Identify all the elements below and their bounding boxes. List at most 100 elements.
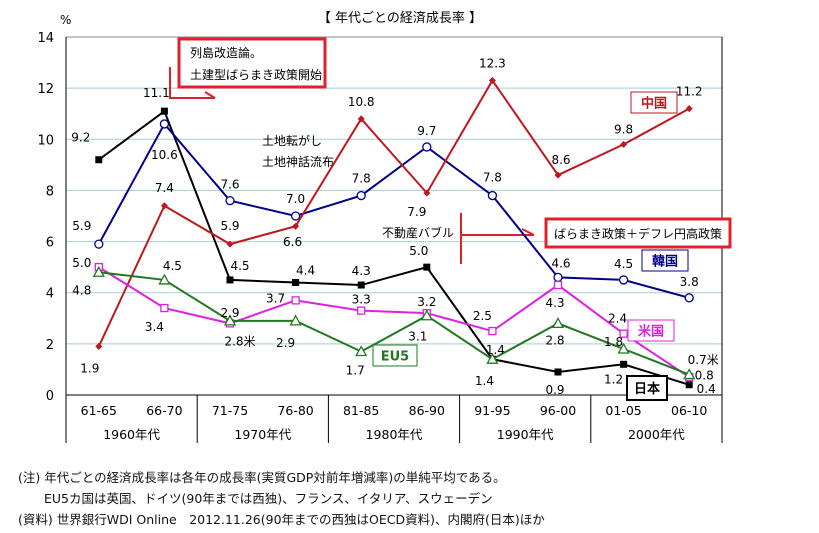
decade-label: 1980年代 (366, 427, 423, 442)
data-label: 11.2 (676, 85, 703, 99)
data-point (160, 303, 169, 313)
decade-label: 1960年代 (103, 427, 160, 442)
data-point (94, 239, 104, 249)
data-point (292, 222, 300, 230)
legend-box (630, 91, 678, 114)
data-label: 11.1 (143, 86, 170, 100)
data-label: 7.4 (155, 181, 174, 195)
data-point (357, 306, 366, 315)
data-point (158, 273, 171, 285)
y-tick-label: 0 (46, 389, 54, 404)
data-point (620, 360, 628, 368)
y-tick-label: 14 (37, 31, 54, 46)
note-1: (注) 年代ごとの経済成長率は各年の成長率(実質GDP対前年増減率)の単純平均で… (18, 470, 506, 485)
data-label: 5.0 (72, 256, 91, 270)
chart-title: 【 年代ごとの経済成長率 】 (318, 10, 482, 26)
data-label: 3.4 (145, 320, 164, 334)
y-tick-label: 10 (37, 133, 54, 148)
data-label: 10.6 (151, 148, 178, 162)
data-label: 4.6 (551, 256, 570, 270)
data-point (223, 314, 237, 326)
y-tick-label: 12 (37, 82, 54, 97)
data-point (685, 105, 693, 113)
series-line (98, 271, 690, 376)
land-note-2: 土地神話流布 (262, 154, 334, 169)
legend-box (627, 319, 675, 342)
data-label: 0.7米 (688, 353, 719, 367)
data-label: 5.0 (409, 244, 428, 258)
data-point (420, 309, 433, 321)
data-point (554, 368, 562, 376)
callout-1-line1: 列島改造論。 (190, 45, 262, 60)
data-label: 2.8 (545, 333, 564, 347)
data-label: 4.3 (545, 296, 564, 310)
data-point (683, 368, 696, 380)
y-unit-label: % (60, 13, 71, 27)
data-point (289, 314, 302, 326)
series-line (97, 78, 690, 347)
data-point (291, 296, 300, 305)
x-tick-label: 91-95 (474, 403, 510, 418)
x-tick-label: 76-80 (277, 403, 313, 418)
legend-box (372, 344, 418, 367)
data-label: 7.9 (407, 205, 426, 219)
data-label: 8.6 (551, 153, 570, 167)
data-point (355, 345, 368, 357)
data-point (553, 272, 563, 283)
callout-box-2 (544, 217, 732, 249)
data-point (423, 189, 431, 197)
data-label: 2.8米 (224, 334, 255, 348)
data-point (357, 281, 365, 289)
series-line (98, 109, 690, 386)
y-tick-label: 8 (46, 184, 54, 199)
data-point (488, 76, 496, 84)
x-tick-label: 86-90 (409, 403, 445, 418)
data-point (357, 115, 365, 123)
note-3: (資料) 世界銀行WDI Online 2012.11.26(90年までの西独は… (18, 512, 545, 527)
data-label: 1.4 (486, 343, 505, 357)
x-tick-label: 66-70 (146, 403, 182, 418)
data-point (554, 171, 562, 179)
data-point (551, 317, 565, 329)
series-韓国: 5.9 10.6 7.6 7.0 7.8 9.7 7.8 4.6 4.5 3.8 (72, 119, 699, 303)
data-point (684, 293, 694, 303)
data-point (160, 107, 168, 115)
data-point (226, 276, 234, 284)
x-tick-label: 81-85 (343, 403, 379, 418)
data-label: 7.0 (286, 192, 305, 206)
data-label: 5.9 (220, 219, 239, 233)
legend-box (641, 249, 689, 272)
data-label: 0.4 (697, 382, 716, 396)
land-note-1: 土地転がし (262, 133, 322, 148)
data-label: 6.6 (283, 235, 302, 249)
data-point (356, 190, 366, 201)
data-point (292, 278, 300, 286)
bubble-note: 不動産バブル (382, 225, 454, 240)
decade-label: 1990年代 (497, 427, 554, 442)
data-point (95, 342, 103, 350)
data-label: 2.9 (276, 336, 295, 350)
data-label: 1.4 (475, 374, 494, 388)
data-point (290, 211, 301, 221)
data-label: 1.8 (604, 335, 623, 349)
data-label: 3.1 (408, 330, 427, 344)
data-label: 4.5 (230, 259, 249, 273)
data-label: 3.3 (352, 293, 371, 307)
data-point (486, 352, 499, 364)
data-label: 3.7 (266, 291, 285, 305)
series-line (97, 122, 690, 299)
legend-label: 韓国 (652, 254, 678, 270)
data-label: 4.5 (614, 257, 633, 271)
data-label: 10.8 (348, 95, 375, 109)
legend-label: 米国 (638, 324, 664, 340)
data-label: 7.8 (352, 172, 371, 186)
data-point (422, 142, 432, 152)
data-label: 2.9 (220, 306, 239, 320)
y-tick-label: 6 (46, 236, 54, 251)
data-point (685, 381, 693, 389)
series-中国: 1.9 7.4 5.9 6.6 10.8 7.9 12.3 8.6 9.8 11.2 (80, 56, 702, 375)
legend-label: 中国 (641, 96, 667, 112)
data-label: 1.7 (346, 364, 365, 378)
data-label: 9.2 (71, 131, 90, 145)
callout-2-text: ばらまき政策＋デフレ円高政策 (554, 226, 722, 241)
